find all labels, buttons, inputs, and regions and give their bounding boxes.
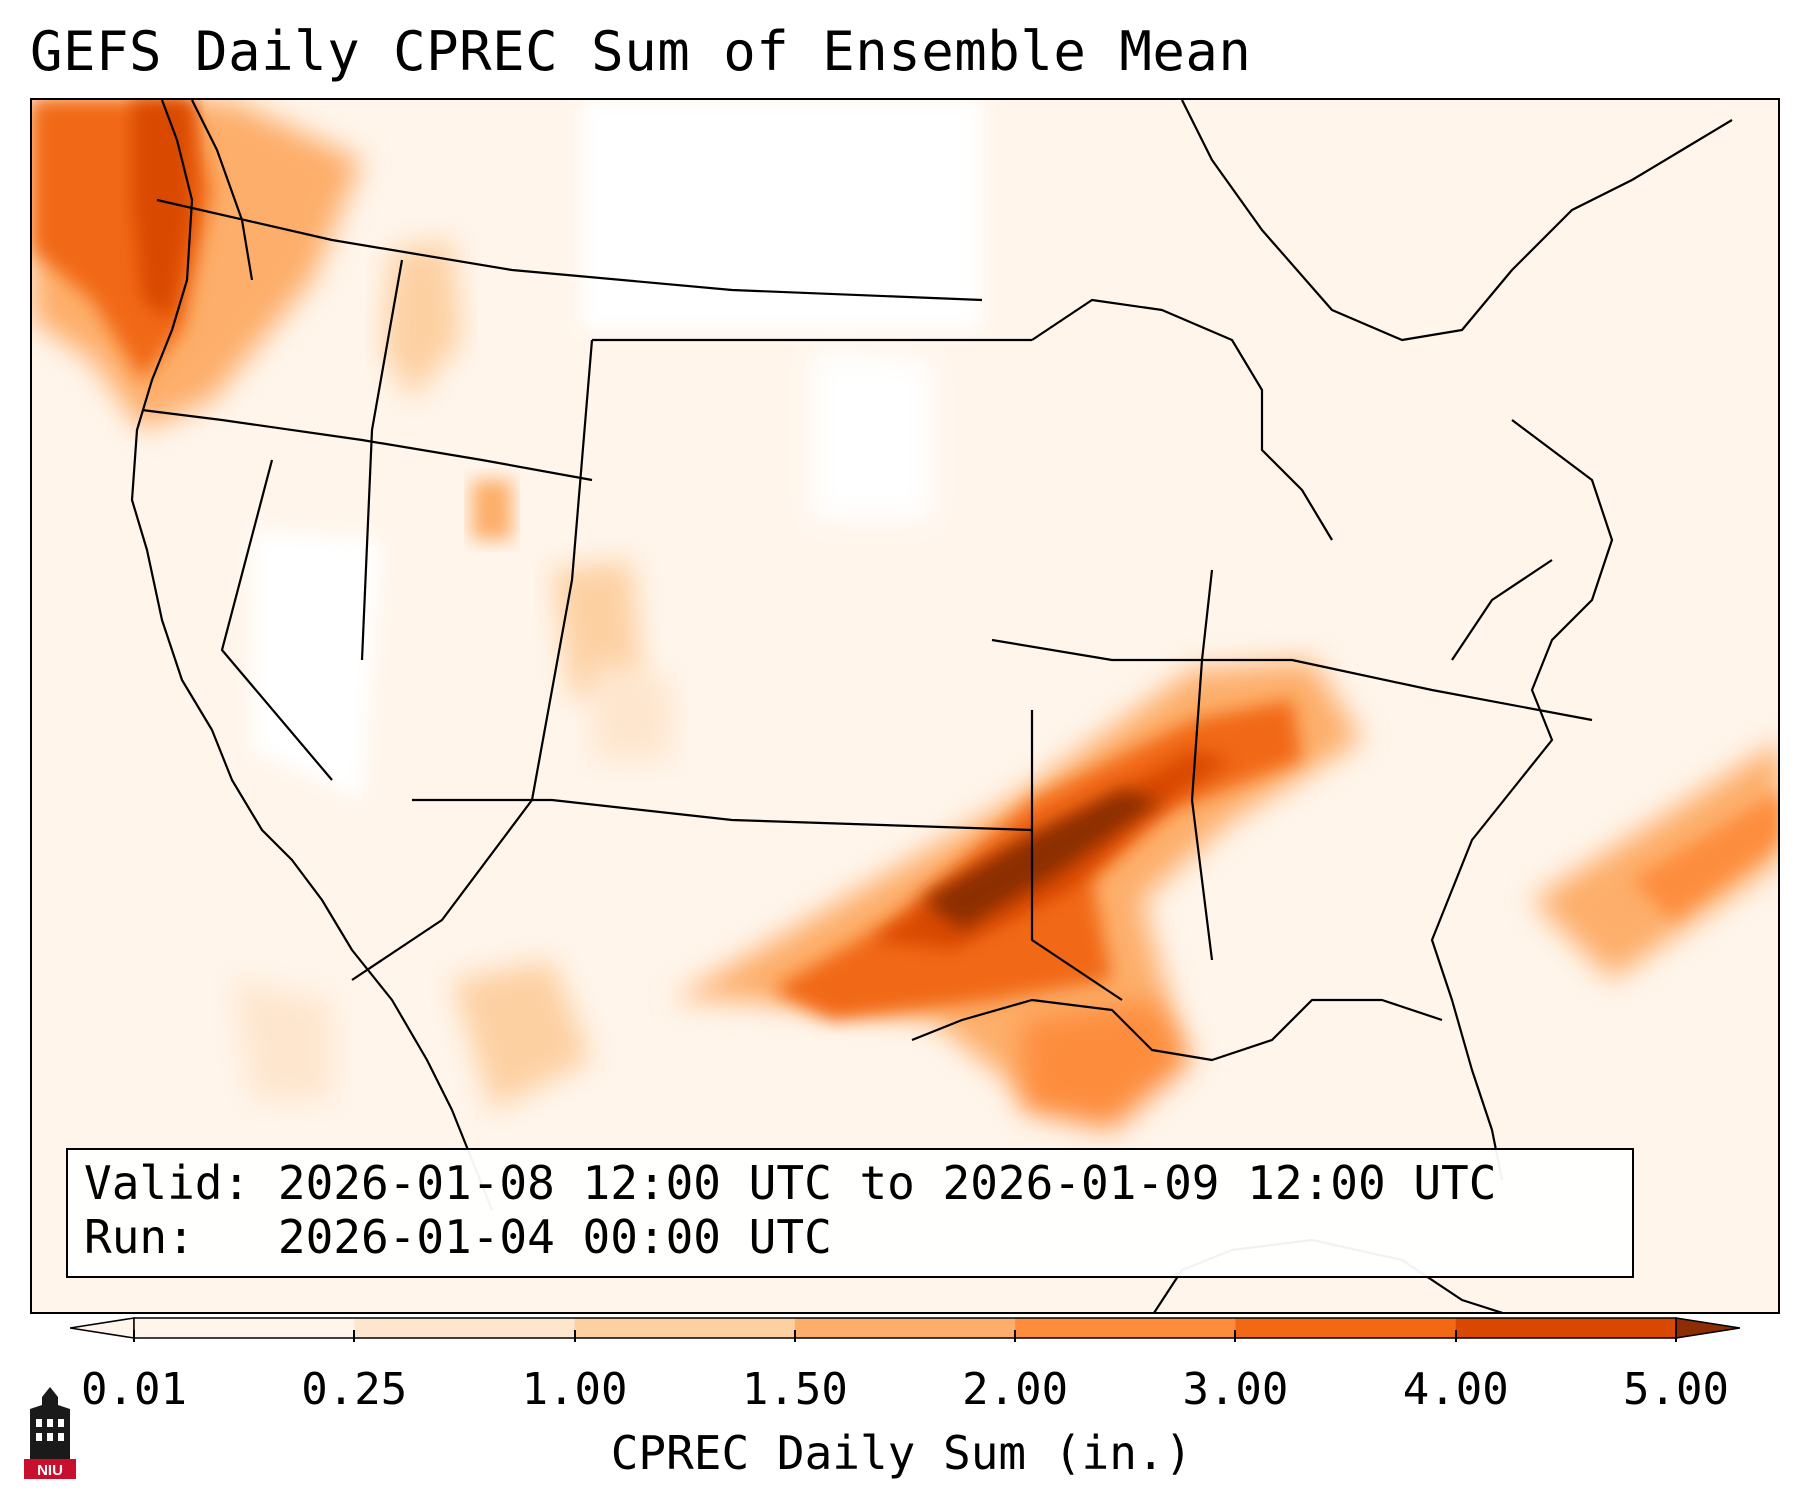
colorbar-segment bbox=[574, 1318, 796, 1338]
colorbar-tick bbox=[793, 1330, 796, 1342]
colorbar-segment bbox=[134, 1318, 355, 1338]
colorbar-tick bbox=[573, 1330, 576, 1342]
niu-logo: NIU bbox=[22, 1385, 78, 1481]
colorbar-tick bbox=[353, 1330, 356, 1342]
colorbar-tick bbox=[1014, 1330, 1017, 1342]
university-tower-icon: NIU bbox=[24, 1387, 76, 1479]
colorbar-tick-label: 0.25 bbox=[301, 1364, 408, 1415]
map-title: GEFS Daily CPREC Sum of Ensemble Mean bbox=[30, 20, 1252, 83]
colorbar-tick bbox=[1675, 1330, 1677, 1342]
colorbar-segment bbox=[354, 1318, 576, 1338]
valid-value: 2026-01-08 12:00 UTC to 2026-01-09 12:00… bbox=[277, 1156, 1497, 1210]
run-value: 2026-01-04 00:00 UTC bbox=[277, 1210, 832, 1264]
run-label: Run: bbox=[84, 1210, 195, 1264]
logo-text: NIU bbox=[37, 1462, 63, 1479]
colorbar-segment bbox=[1455, 1318, 1677, 1338]
colorbar-segment bbox=[1015, 1318, 1236, 1338]
colorbar-scale bbox=[70, 1317, 1740, 1339]
colorbar-tick bbox=[1234, 1330, 1237, 1342]
validity-info-box: Valid: 2026-01-08 12:00 UTC to 2026-01-0… bbox=[66, 1148, 1634, 1278]
map-canvas bbox=[32, 100, 1778, 1312]
colorbar-ticks: 0.01 0.25 1.00 1.50 2.00 3.00 4.00 5.00 bbox=[0, 1330, 1803, 1440]
colorbar-label: CPREC Daily Sum (in.) bbox=[610, 1426, 1193, 1480]
colorbar-tick bbox=[133, 1330, 135, 1342]
valid-label: Valid: bbox=[84, 1156, 251, 1210]
colorbar-tick-label: 1.00 bbox=[521, 1364, 628, 1415]
colorbar-tick-label: 3.00 bbox=[1182, 1364, 1289, 1415]
colorbar-tick-label: 1.50 bbox=[741, 1364, 848, 1415]
colorbar-tick-label: 0.01 bbox=[81, 1364, 187, 1415]
valid-row: Valid: 2026-01-08 12:00 UTC to 2026-01-0… bbox=[84, 1156, 1632, 1210]
colorbar-tick bbox=[1454, 1330, 1457, 1342]
colorbar-tick-label: 4.00 bbox=[1402, 1364, 1509, 1415]
colorbar-outline bbox=[133, 1317, 1677, 1339]
colorbar-segment bbox=[794, 1318, 1016, 1338]
precip-field bbox=[32, 100, 1778, 1130]
run-row: Run: 2026-01-04 00:00 UTC bbox=[84, 1210, 1632, 1264]
colorbar bbox=[70, 1316, 1740, 1340]
colorbar-tick-label: 5.00 bbox=[1623, 1364, 1729, 1415]
colorbar-segment bbox=[1235, 1318, 1457, 1338]
precipitation-map bbox=[30, 98, 1780, 1314]
colorbar-tick-label: 2.00 bbox=[962, 1364, 1069, 1415]
